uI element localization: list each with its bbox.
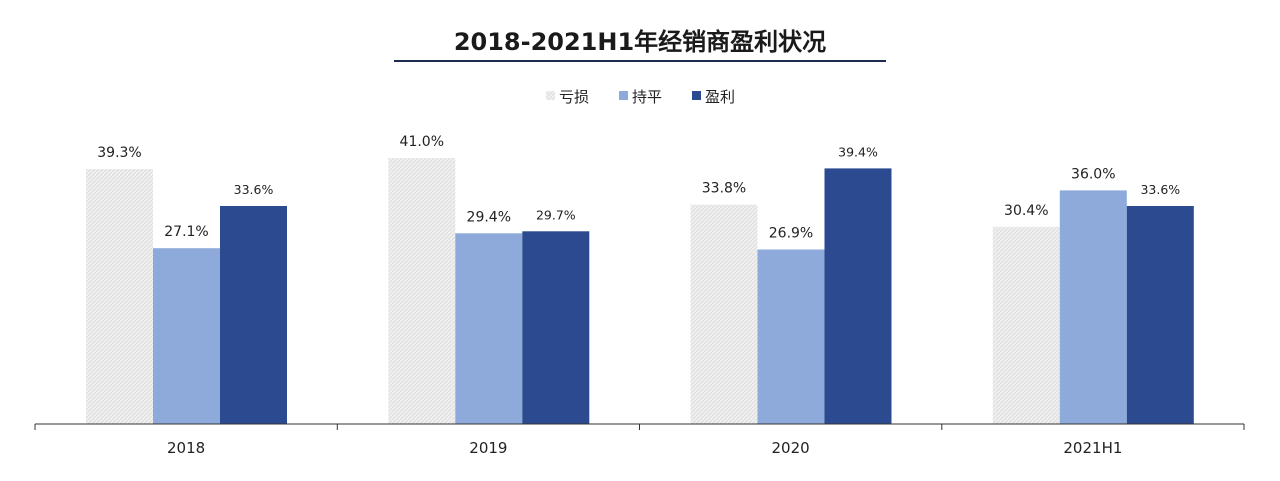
bar-loss-2020 — [690, 204, 758, 424]
data-label-loss-2021H1: 30.4% — [1004, 203, 1048, 219]
chart-title: 2018-2021H1年经销商盈利状况 — [454, 28, 826, 56]
data-label-loss-2020: 33.8% — [702, 181, 746, 197]
legend-label-loss: 亏损 — [559, 88, 589, 106]
x-tick-label-2019: 2019 — [469, 439, 507, 457]
bar-flat-2018 — [153, 248, 220, 424]
bar-profit-2018 — [220, 206, 287, 424]
legend-item-loss: 亏损 — [546, 88, 589, 106]
bar-profit-2021H1 — [1126, 206, 1194, 424]
bar-loss-2019 — [388, 158, 456, 424]
x-tick-label-2018: 2018 — [167, 439, 205, 457]
legend-swatch-profit — [692, 91, 701, 100]
x-tick-label-2020: 2020 — [772, 439, 810, 457]
data-label-loss-2018: 39.3% — [97, 145, 141, 161]
legend-swatch-loss — [546, 91, 555, 100]
bars — [86, 158, 1194, 424]
data-labels: 39.3% 27.1% 33.6% 41.0% 29.4% 29.7% 33.8% 26.9%… — [97, 134, 1180, 242]
x-axis: 2018 2019 2020 2021H1 — [34, 423, 1245, 457]
legend: 亏损 持平 盈利 — [546, 88, 735, 106]
bar-loss-2018 — [86, 169, 153, 424]
data-label-profit-2018: 33.6% — [234, 182, 274, 197]
data-label-flat-2018: 27.1% — [164, 224, 208, 240]
bar-flat-2021H1 — [1059, 190, 1127, 424]
data-label-flat-2020: 26.9% — [769, 226, 813, 242]
data-label-profit-2020: 39.4% — [838, 144, 878, 159]
x-tick-label-2021H1: 2021H1 — [1063, 439, 1122, 457]
legend-item-profit: 盈利 — [692, 88, 735, 106]
legend-swatch-flat — [619, 91, 628, 100]
data-label-loss-2019: 41.0% — [400, 134, 444, 150]
legend-item-flat: 持平 — [619, 88, 662, 106]
data-label-flat-2021H1: 36.0% — [1071, 166, 1115, 182]
bar-profit-2020 — [824, 168, 892, 424]
bar-profit-2019 — [522, 231, 590, 424]
legend-label-profit: 盈利 — [705, 88, 735, 106]
data-label-profit-2021H1: 33.6% — [1140, 182, 1180, 197]
bar-loss-2021H1 — [992, 226, 1060, 424]
data-label-profit-2019: 29.7% — [536, 207, 576, 222]
data-label-flat-2019: 29.4% — [467, 209, 511, 225]
legend-label-flat: 持平 — [632, 88, 662, 106]
bar-flat-2019 — [455, 233, 523, 424]
bar-flat-2020 — [757, 249, 825, 424]
